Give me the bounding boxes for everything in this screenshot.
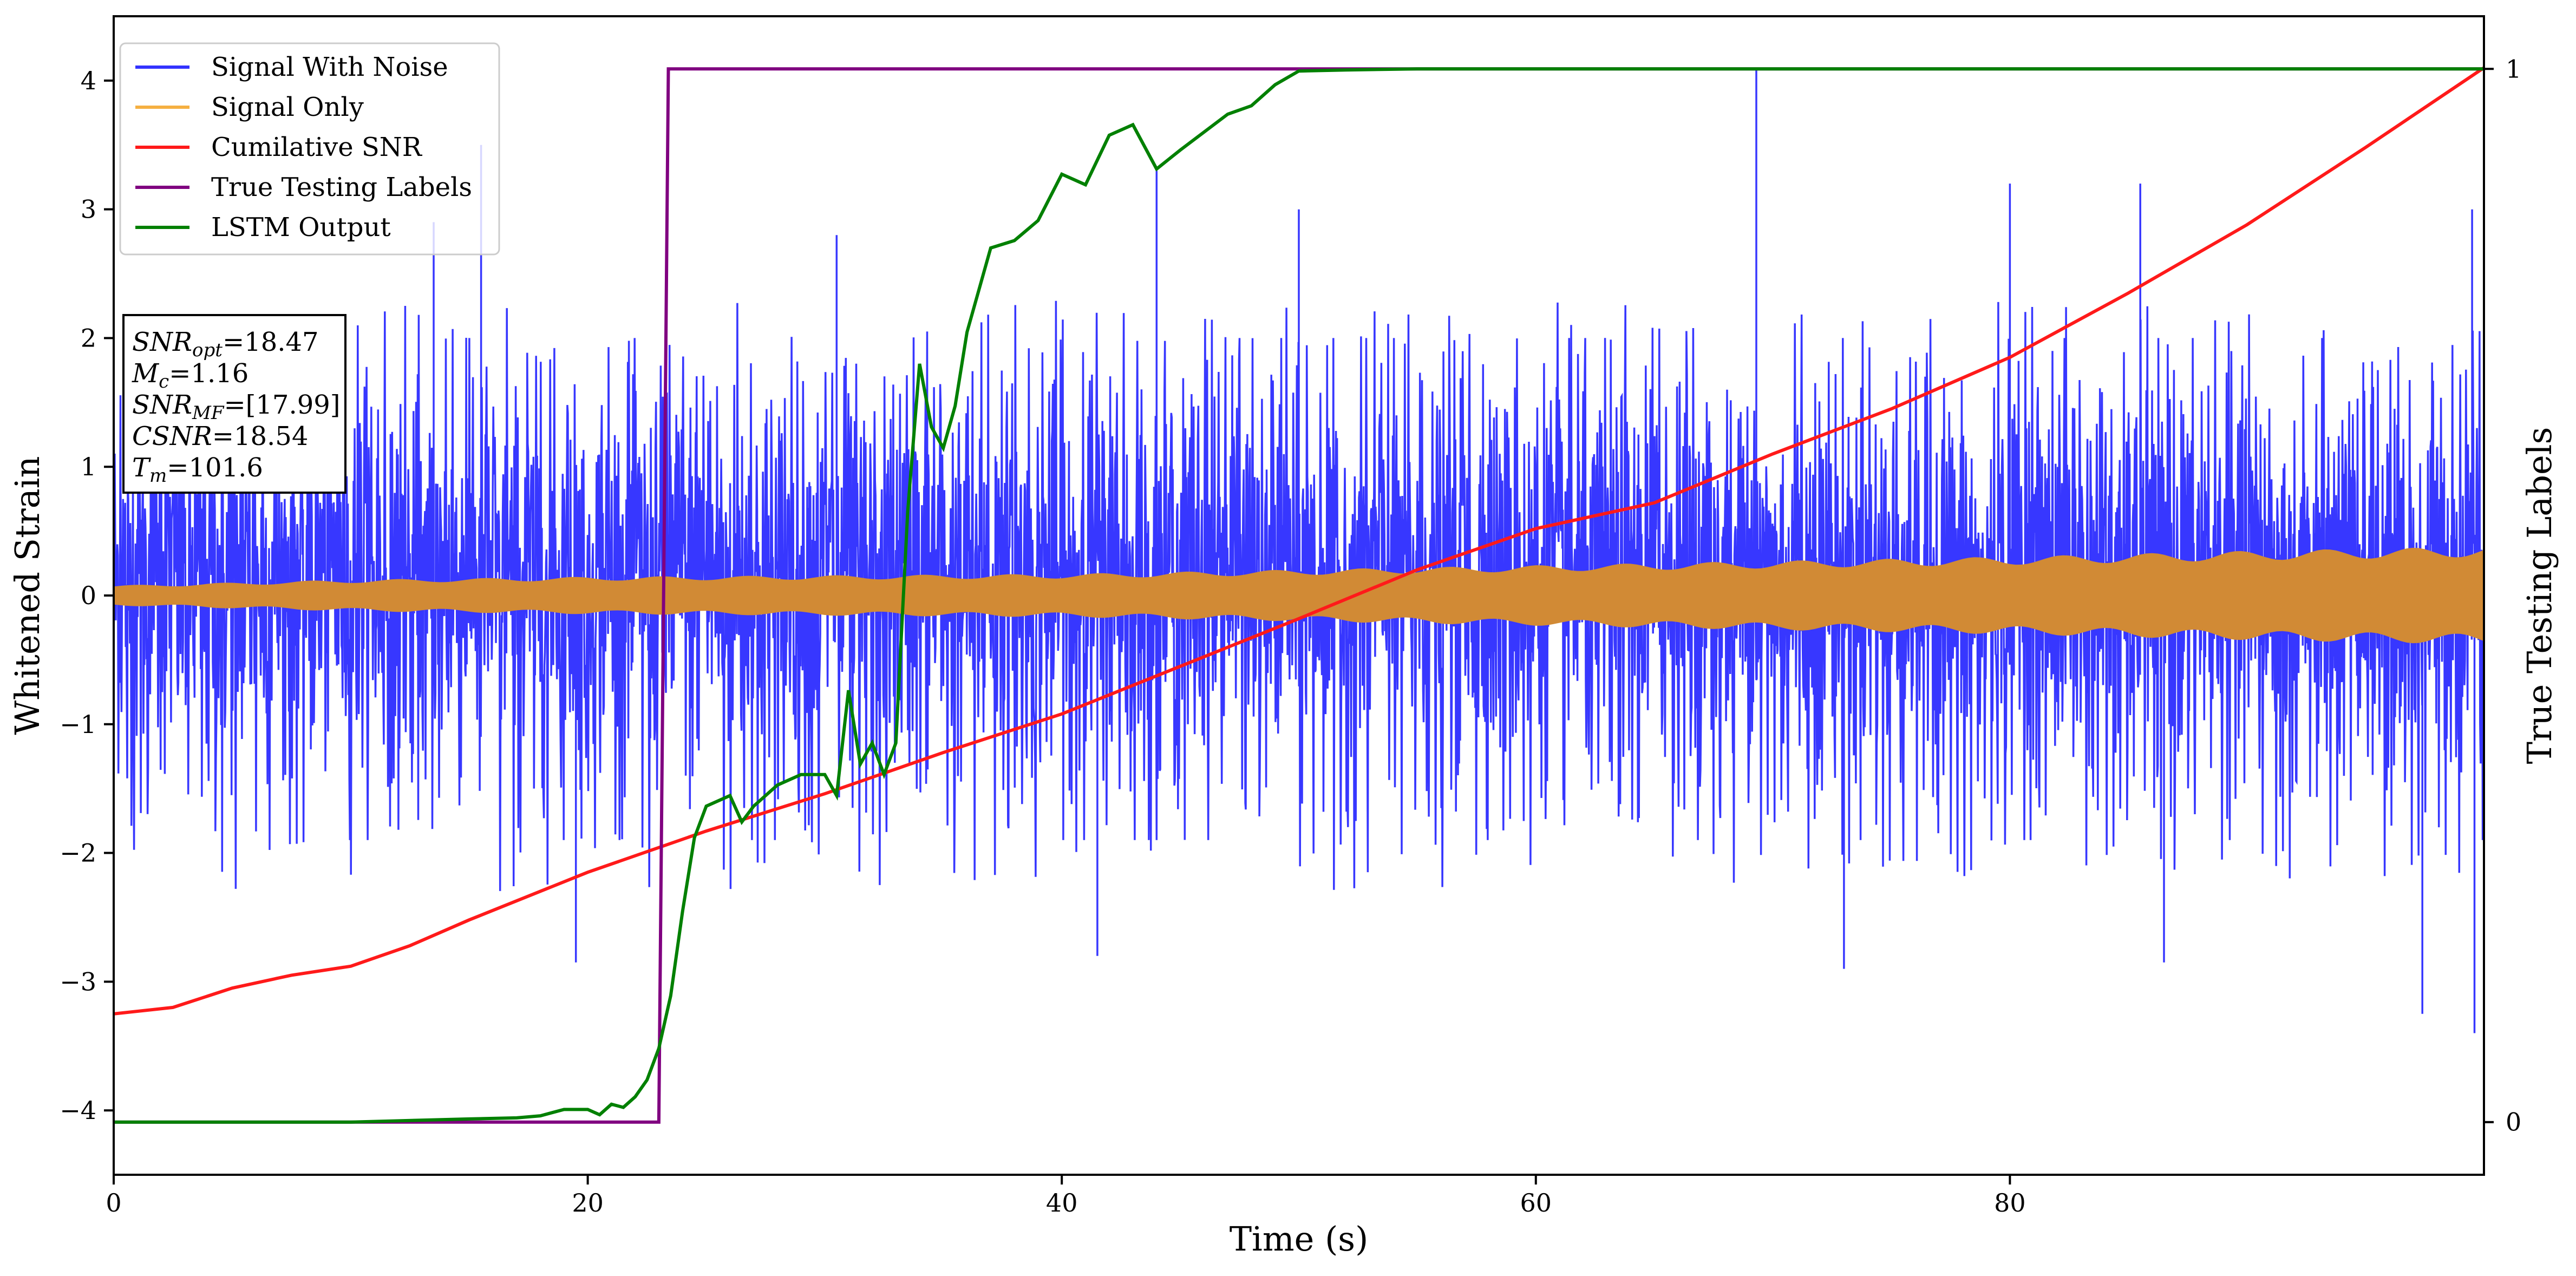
series-cumulative-snr xyxy=(114,66,2484,1016)
series-layer xyxy=(114,66,2484,1124)
series-lstm-output xyxy=(114,67,2484,1124)
info-box: SNRopt=18.47Mc=1.16SNRMF=[17.99]CSNR=18.… xyxy=(122,314,346,494)
y-tick-label: 4 xyxy=(81,66,96,95)
legend-label: True Testing Labels xyxy=(211,172,472,202)
x-tick-label: 60 xyxy=(1520,1188,1552,1218)
series-signal-with-noise xyxy=(114,68,2484,1033)
legend: Signal With Noise Signal Only Cumilative S… xyxy=(119,42,500,256)
x-tick-label: 0 xyxy=(106,1188,121,1218)
y-tick-label: −4 xyxy=(60,1096,96,1125)
y-tick-label: 3 xyxy=(81,195,96,224)
legend-label: Signal With Noise xyxy=(211,52,448,82)
legend-label: Cumilative SNR xyxy=(211,132,423,162)
y-tick-label: 0 xyxy=(81,581,96,610)
y-tick-label: 1 xyxy=(81,452,96,481)
info-line: SNRMF=[17.99] xyxy=(132,390,341,424)
info-line: SNRopt=18.47 xyxy=(132,327,319,361)
y2-tick-label: 0 xyxy=(2506,1108,2521,1137)
legend-items: Signal With Noise Signal Only Cumilative S… xyxy=(135,52,472,243)
info-line: Mc=1.16 xyxy=(132,358,249,392)
y-tick-label: −3 xyxy=(60,967,96,996)
legend-box xyxy=(119,42,500,256)
y-tick-label: 2 xyxy=(81,323,96,352)
y-tick-label: −1 xyxy=(60,710,96,739)
y2-axis-title: True Testing Labels xyxy=(2520,427,2559,764)
info-lines: SNRopt=18.47Mc=1.16SNRMF=[17.99]CSNR=18.… xyxy=(132,327,341,487)
info-box-frame xyxy=(122,314,346,494)
y-axis-title: Whitened Strain xyxy=(8,456,47,735)
info-line: CSNR=18.54 xyxy=(132,421,308,451)
legend-label: LSTM Output xyxy=(211,212,391,243)
x-axis-title: Time (s) xyxy=(1230,1219,1369,1259)
y-tick-label: −2 xyxy=(60,839,96,868)
x-tick-label: 20 xyxy=(572,1188,604,1218)
x-tick-label: 40 xyxy=(1046,1188,1078,1218)
legend-label: Signal Only xyxy=(211,92,364,122)
series-signal-only xyxy=(114,547,2484,644)
y2-tick-label: 1 xyxy=(2506,54,2521,83)
x-tick-label: 80 xyxy=(1994,1188,2026,1218)
info-line: Tm=101.6 xyxy=(132,453,263,487)
